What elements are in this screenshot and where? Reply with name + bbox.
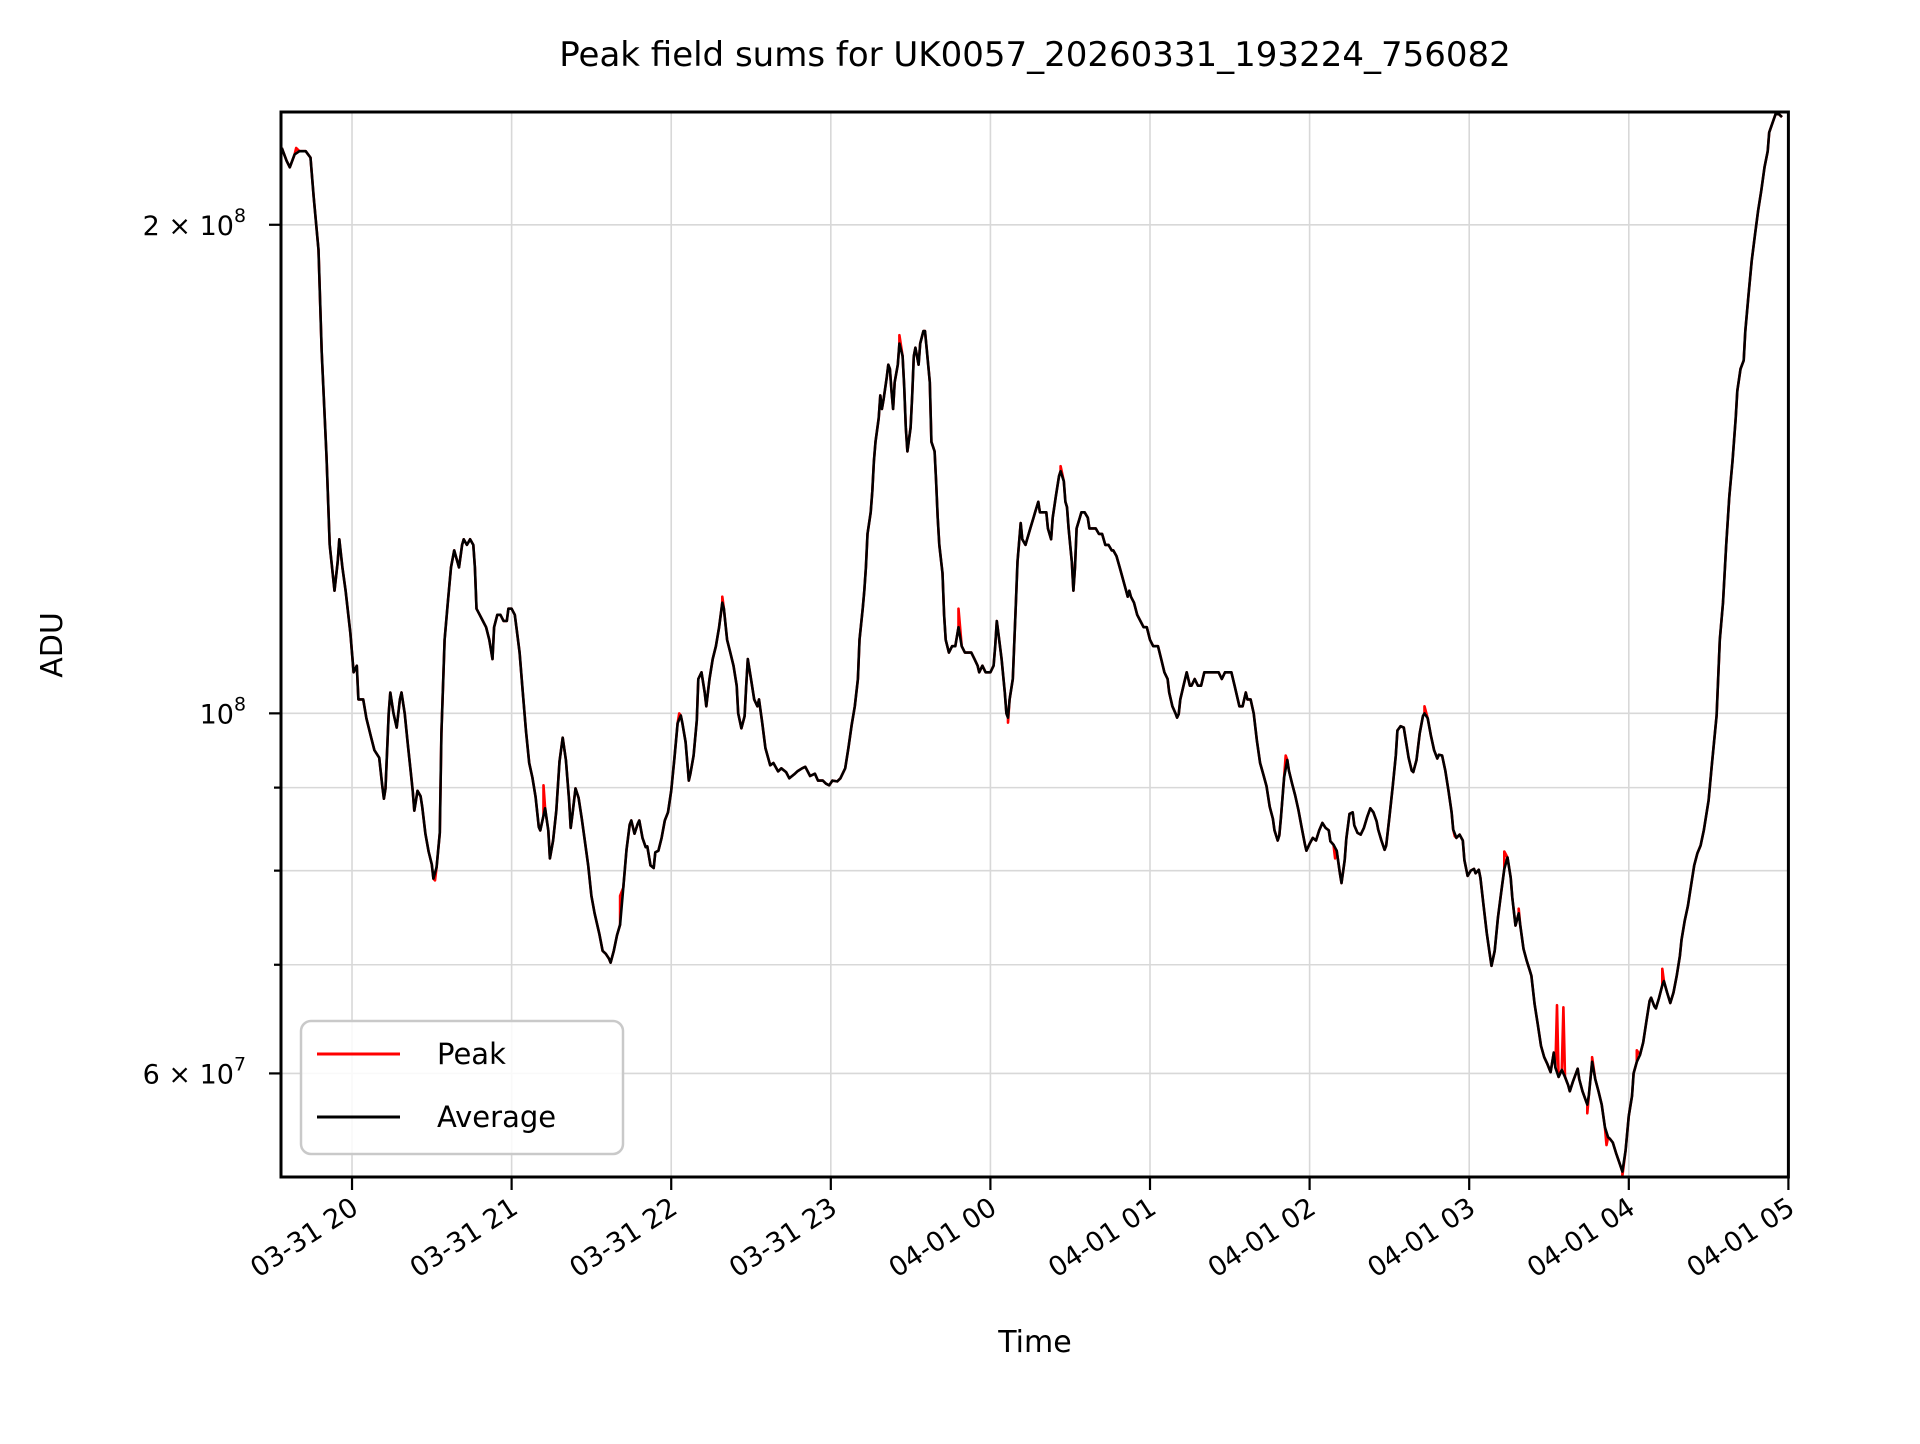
legend: Peak Average [299,1019,625,1156]
x-tick-label: 03-31 22 [564,1192,683,1284]
x-tick-label: 03-31 20 [245,1192,364,1284]
x-axis-label: Time [997,1325,1071,1360]
grid-lines [281,112,1789,1177]
x-tick-label: 04-01 00 [884,1192,1003,1284]
chart-title: Peak field sums for UK0057_20260331_1932… [559,35,1511,75]
x-tick-label: 04-01 05 [1682,1192,1801,1284]
y-axis-label: ADU [35,612,70,678]
x-tick-label: 04-01 03 [1362,1192,1481,1284]
y-tick-label: 6 × 107 [143,1053,246,1090]
series-peak-line [281,112,1783,1177]
y-tick-label: 2 × 108 [143,205,246,242]
x-axis-ticks: 03-31 20 03-31 21 03-31 22 03-31 23 04-01 00… [245,1177,1800,1284]
y-tick-label: 108 [200,693,246,730]
series-average-line [281,112,1783,1173]
legend-average-label: Average [437,1100,556,1134]
y-axis-ticks: 2 × 108 108 6 × 107 [143,205,281,1090]
x-tick-label: 04-01 02 [1203,1192,1322,1284]
legend-peak-label: Peak [437,1037,506,1071]
plot-border [279,110,1790,1179]
x-tick-label: 03-31 23 [724,1192,843,1284]
x-tick-label: 03-31 21 [405,1192,524,1284]
x-tick-label: 04-01 04 [1522,1192,1641,1284]
x-tick-label: 04-01 01 [1043,1192,1162,1284]
